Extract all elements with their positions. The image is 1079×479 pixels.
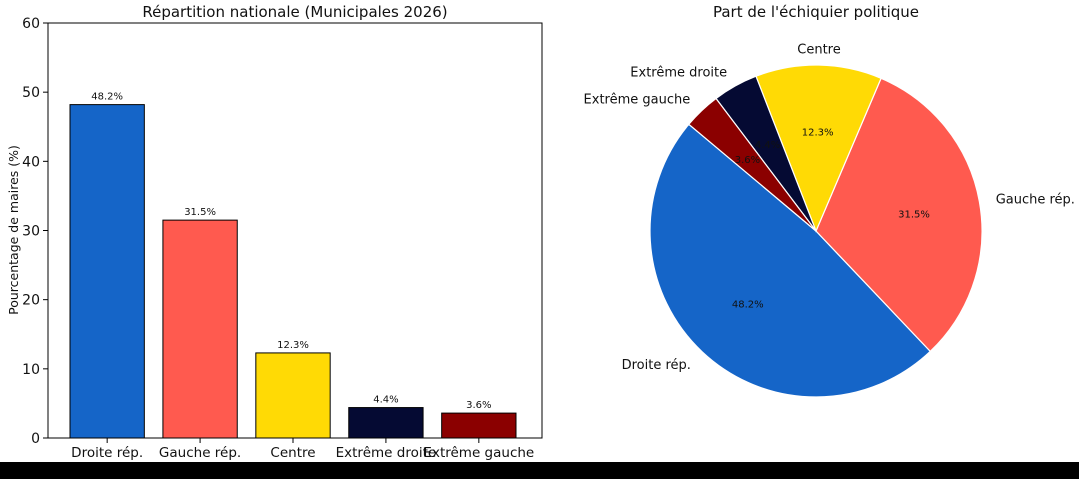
y-tick-label: 40 [22, 154, 40, 170]
pie-percent-label: 4.4% [755, 140, 780, 151]
x-tick-label: Droite rép. [71, 445, 143, 461]
pie-percent-label: 31.5% [898, 209, 930, 220]
y-tick-label: 0 [31, 431, 40, 447]
pie-label: Droite rép. [622, 358, 691, 373]
x-tick-label: Gauche rép. [159, 445, 241, 461]
bar-data-label: 12.3% [277, 340, 309, 351]
bar-y-axis: 0 10 20 30 40 50 60 [22, 16, 48, 447]
bar-droite-rep [69, 104, 145, 439]
pie-label: Extrême gauche [584, 93, 691, 108]
bar-plot-frame [47, 22, 543, 439]
pie-label: Centre [797, 42, 840, 57]
pie-label: Gauche rép. [996, 193, 1075, 208]
bar-series [69, 104, 517, 439]
pie-label: Extrême droite [630, 65, 727, 80]
bar-centre [255, 352, 331, 439]
bar-chart-title: Répartition nationale (Municipales 2026) [142, 3, 447, 21]
pie-percent-labels: 48.2% 31.5% 12.3% 4.4% 3.6% [732, 127, 930, 310]
y-tick-label: 30 [22, 224, 40, 240]
pie-percent-label: 3.6% [735, 155, 760, 166]
bottom-black-bar [0, 462, 1079, 479]
pie-percent-label: 12.3% [802, 127, 834, 138]
pie-labels: Droite rép. Gauche rép. Centre Extrême droi… [584, 42, 1075, 373]
bar-x-axis: Droite rép. Gauche rép. Centre Extrême droi… [71, 438, 534, 461]
pie-percent-label: 48.2% [732, 300, 764, 311]
x-tick-label: Centre [270, 445, 315, 461]
x-tick-label: Extrême gauche [423, 445, 534, 461]
y-tick-label: 50 [22, 85, 40, 101]
pie-chart-title: Part de l'échiquier politique [713, 3, 919, 21]
bar-data-labels: 48.2% 31.5% 12.3% 4.4% 3.6% [91, 92, 491, 411]
pie-chart: Part de l'échiquier politique Droite rép… [584, 3, 1075, 398]
pie-slice-droite-rep [649, 123, 932, 398]
bar-y-axis-label: Pourcentage de maires (%) [6, 145, 21, 315]
y-tick-label: 60 [22, 16, 40, 32]
bar-data-label: 3.6% [466, 400, 491, 411]
y-tick-label: 10 [22, 362, 40, 378]
bar-extreme-gauche [441, 412, 517, 439]
bar-gauche-rep [162, 219, 238, 439]
x-tick-label: Extrême droite [336, 445, 437, 461]
bar-extreme-droite [348, 407, 424, 439]
pie-slice-extreme-gauche [687, 97, 817, 232]
bar-chart: Répartition nationale (Municipales 2026)… [6, 3, 543, 461]
y-tick-label: 20 [22, 293, 40, 309]
pie-slice-gauche-rep [815, 77, 983, 353]
pie-series [649, 64, 983, 398]
bar-data-label: 4.4% [373, 395, 398, 406]
bar-data-label: 31.5% [184, 207, 216, 218]
bar-data-label: 48.2% [91, 92, 123, 103]
pie-slice-centre [755, 64, 882, 233]
